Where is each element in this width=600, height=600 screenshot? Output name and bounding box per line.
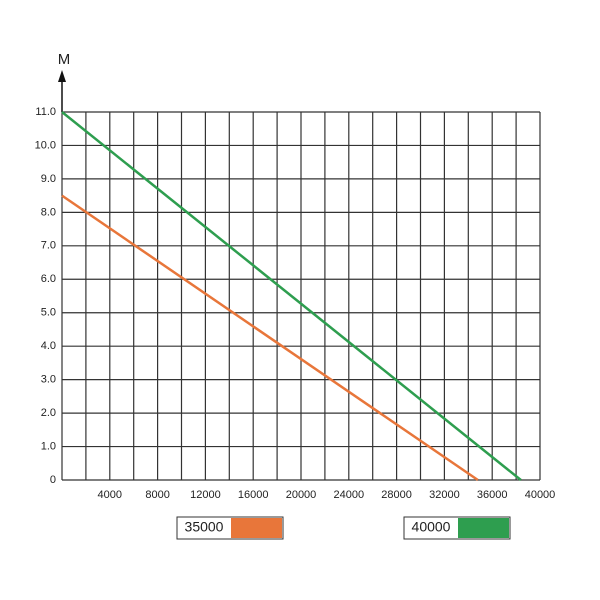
y-axis-arrow bbox=[58, 70, 66, 82]
y-tick-label: 3.0 bbox=[41, 374, 56, 386]
legend-item: 35000 bbox=[176, 516, 284, 540]
x-tick-label: 12000 bbox=[190, 489, 221, 501]
y-tick-label: 9.0 bbox=[41, 173, 56, 185]
y-tick-label: 6.0 bbox=[41, 273, 56, 285]
data-line bbox=[61, 194, 479, 482]
x-tick-label: 4000 bbox=[98, 489, 122, 501]
x-tick-label: 24000 bbox=[334, 489, 365, 501]
x-tick-label: 36000 bbox=[477, 489, 508, 501]
legend-item: 40000 bbox=[403, 516, 511, 540]
legend-swatch bbox=[458, 518, 509, 538]
y-tick-label: 0 bbox=[50, 474, 56, 486]
data-line bbox=[61, 111, 522, 481]
legend-label: 35000 bbox=[185, 519, 224, 535]
x-tick-label: 8000 bbox=[145, 489, 169, 501]
y-tick-label: 1.0 bbox=[41, 440, 56, 452]
x-tick-label: 40000 bbox=[525, 489, 556, 501]
x-tick-label: 20000 bbox=[286, 489, 317, 501]
y-tick-label: 5.0 bbox=[41, 307, 56, 319]
y-tick-label: 8.0 bbox=[41, 206, 56, 218]
x-tick-label: 32000 bbox=[429, 489, 460, 501]
y-tick-label: 4.0 bbox=[41, 340, 56, 352]
y-tick-label: 2.0 bbox=[41, 407, 56, 419]
legend-label: 40000 bbox=[412, 519, 451, 535]
x-tick-label: 16000 bbox=[238, 489, 269, 501]
y-tick-label: 10.0 bbox=[35, 139, 56, 151]
y-tick-label: 7.0 bbox=[41, 240, 56, 252]
legend-swatch bbox=[231, 518, 282, 538]
y-tick-label: 11.0 bbox=[35, 106, 56, 118]
y-axis-label: M bbox=[58, 51, 71, 68]
x-tick-label: 28000 bbox=[381, 489, 412, 501]
